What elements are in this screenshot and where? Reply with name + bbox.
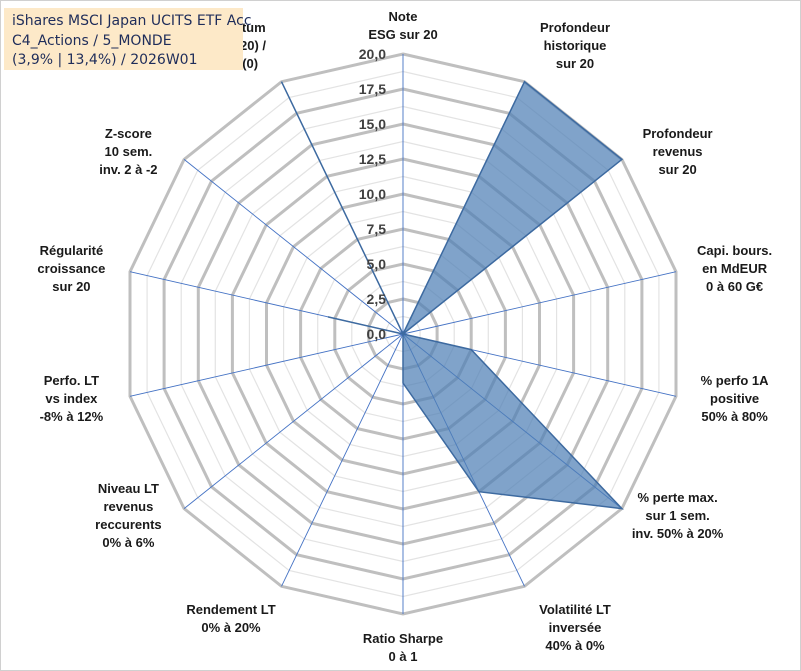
- axis-labels: Note ESG sur 20 Profondeur historique sur 20…: [37, 9, 772, 664]
- axis-label: revenus: [103, 499, 153, 514]
- axis-label: 0% à 20%: [201, 620, 261, 635]
- axis-spoke: [183, 159, 404, 335]
- axis-label: % perte max.: [637, 490, 717, 505]
- axis-label: ESG sur 20: [368, 27, 437, 42]
- axis-label: sur 1 sem.: [645, 508, 709, 523]
- axis-label: -8% à 12%: [40, 409, 104, 424]
- axis-label: vs index: [45, 391, 98, 406]
- axis-label: positive: [710, 391, 759, 406]
- axis-label: inversée: [549, 620, 602, 635]
- axis-label: inv. 2 à -2: [99, 162, 157, 177]
- tick-label: 15,0: [359, 116, 386, 132]
- axis-label: Note: [389, 9, 418, 24]
- tick-labels: 0,0 2,5 5,0 7,5 10,0 12,5 15,0 17,5 20,0: [359, 46, 386, 342]
- axis-label: en MdEUR: [702, 261, 768, 276]
- axis-spoke: [281, 333, 404, 587]
- axis-label: 0% à 6%: [102, 535, 154, 550]
- tick-label: 12,5: [359, 151, 386, 167]
- axis-label: Volatilité LT: [539, 602, 611, 617]
- axis-label: sur 20: [658, 162, 696, 177]
- axis-label: croissance: [37, 261, 105, 276]
- axis-label: historique: [544, 38, 607, 53]
- axis-label: Régularité: [40, 243, 104, 258]
- tick-label: 17,5: [359, 81, 386, 97]
- axis-label: inv. 50% à 20%: [632, 526, 724, 541]
- axis-label: 50% à 80%: [701, 409, 768, 424]
- tick-label: 10,0: [359, 186, 386, 202]
- axis-label: Capi. bours.: [697, 243, 772, 258]
- chart-title-line-3: (3,9% | 13,4%) / 2026W01: [12, 52, 198, 68]
- axis-label: Profondeur: [540, 20, 610, 35]
- axis-label: Perfo. LT: [44, 373, 99, 388]
- axis-label: reccurents: [95, 517, 161, 532]
- axis-label: Z-score: [105, 126, 152, 141]
- series-area: [280, 80, 624, 510]
- axis-label: Rendement LT: [186, 602, 275, 617]
- axis-label: 0 à 1: [389, 649, 418, 664]
- chart-title-box: iShares MSCI Japan UCITS ETF Acc C4_Acti…: [4, 8, 252, 70]
- axis-label: 0 à 60 G€: [706, 279, 763, 294]
- chart-title-line-1: iShares MSCI Japan UCITS ETF Acc: [12, 13, 252, 29]
- axis-spoke: [402, 271, 677, 335]
- axis-label: sur 20: [556, 56, 594, 71]
- axis-spoke: [183, 333, 404, 509]
- chart-title-line-2: C4_Actions / 5_MONDE: [12, 32, 172, 49]
- tick-label: 7,5: [367, 221, 387, 237]
- axis-label: sur 20: [52, 279, 90, 294]
- axis-label: Ratio Sharpe: [363, 631, 443, 646]
- axis-label: Niveau LT: [98, 481, 159, 496]
- series-layer: [280, 80, 624, 510]
- tick-label: 2,5: [367, 291, 387, 307]
- tick-label: 20,0: [359, 46, 386, 62]
- axis-label: 40% à 0%: [545, 638, 605, 653]
- tick-label: 5,0: [367, 256, 387, 272]
- axis-label: revenus: [653, 144, 703, 159]
- axis-label: % perfo 1A: [701, 373, 770, 388]
- tick-label: 0,0: [367, 326, 387, 342]
- axis-spoke: [129, 333, 404, 397]
- axis-label: Profondeur: [643, 126, 713, 141]
- axis-label: 10 sem.: [105, 144, 153, 159]
